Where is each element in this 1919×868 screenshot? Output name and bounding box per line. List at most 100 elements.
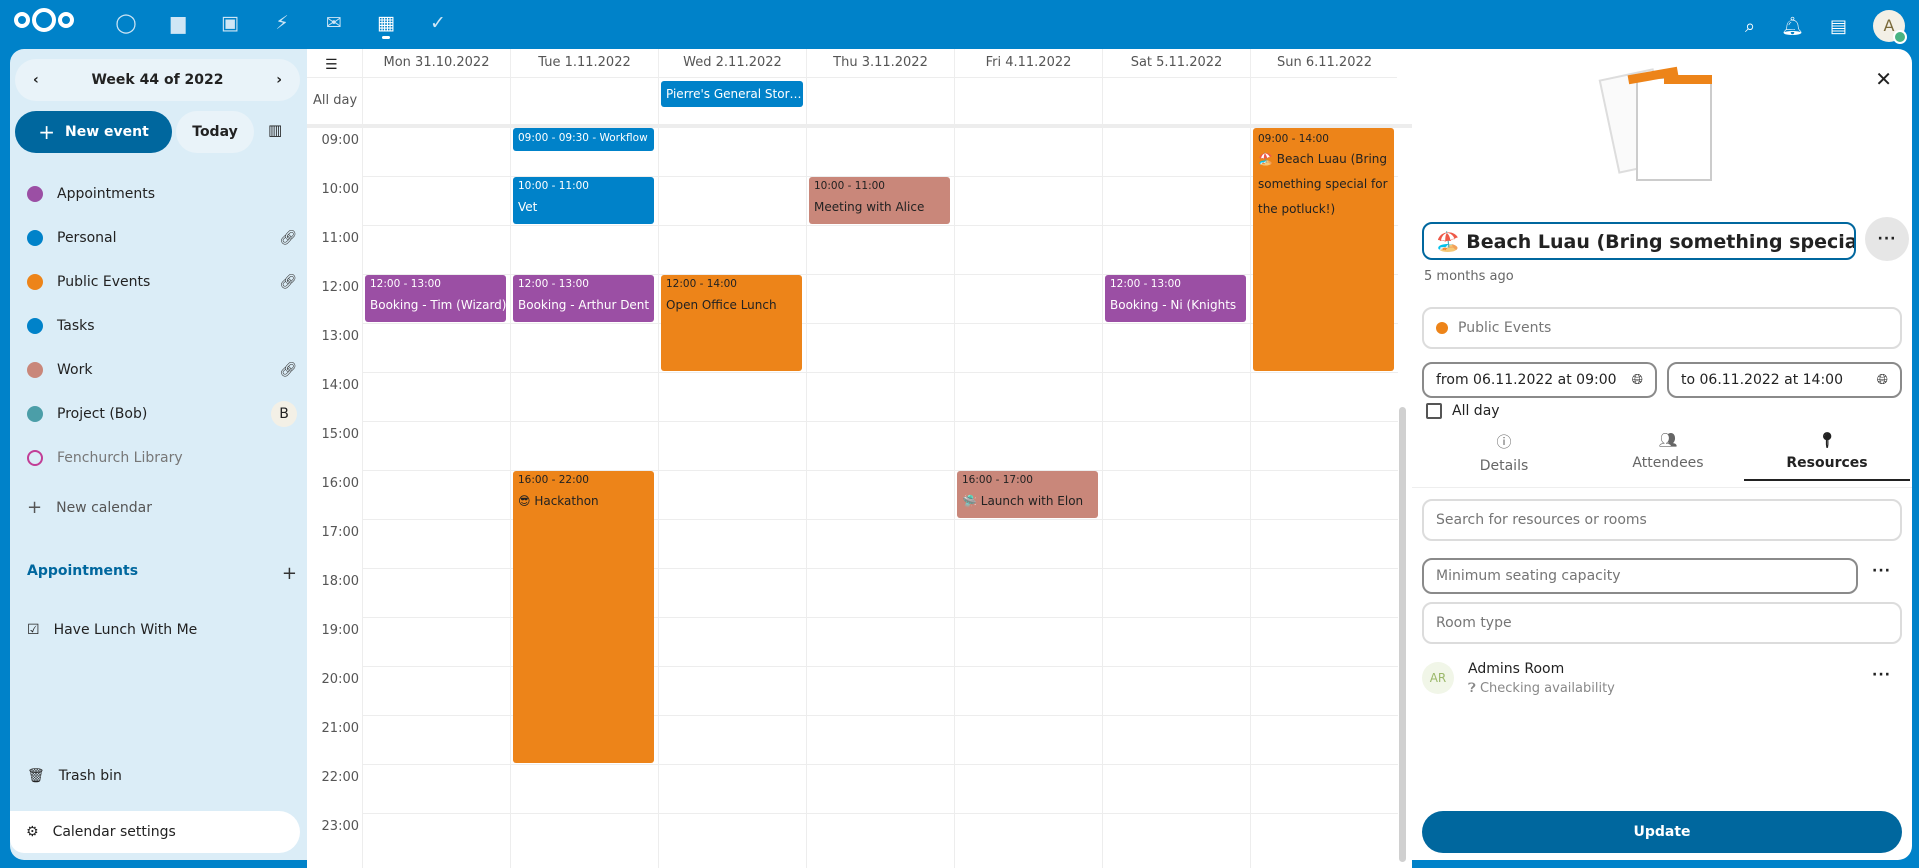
share-link-icon[interactable]: 🔗︎ [279, 274, 297, 290]
hour-label: 17:00 [321, 525, 359, 540]
nextcloud-logo[interactable] [14, 8, 74, 32]
event-title: 😎 Hackathon [518, 494, 599, 508]
calendar-item[interactable]: Personal 🔗︎ [27, 223, 297, 253]
today-button[interactable]: Today [176, 111, 254, 153]
calendar-event[interactable]: 09:00 - 09:30 - Workflow [513, 128, 654, 151]
calendar-event[interactable]: 12:00 - 13:00 Booking - Ni (Knights [1105, 275, 1246, 322]
hour-label: 21:00 [321, 721, 359, 736]
calendar-settings-button[interactable]: ⚙ Calendar settings [10, 811, 300, 853]
calendar-item[interactable]: Fenchurch Library [27, 443, 297, 473]
update-button[interactable]: Update [1422, 811, 1902, 853]
resource-search-input[interactable] [1422, 499, 1902, 541]
appointment-item[interactable]: ☑ Have Lunch With Me [27, 622, 197, 638]
share-link-icon[interactable]: 🔗︎ [279, 362, 297, 378]
calendar-event[interactable]: 12:00 - 13:00 Booking - Arthur Dent [513, 275, 654, 322]
appointments-header: Appointments [27, 563, 139, 579]
globe-icon[interactable]: 🌐︎ [1631, 372, 1643, 388]
event-title: Booking - Arthur Dent [518, 298, 650, 312]
calendar-item[interactable]: Project (Bob) B [27, 399, 297, 429]
hour-line [362, 715, 1398, 716]
scrollbar[interactable] [1399, 407, 1406, 862]
calendar-color-dot [27, 362, 43, 378]
capacity-input[interactable] [1422, 558, 1858, 594]
calendar-event[interactable]: 16:00 - 22:00 😎 Hackathon [513, 471, 654, 763]
share-link-icon[interactable]: 🔗︎ [279, 230, 297, 246]
calendar-item[interactable]: Work 🔗︎ [27, 355, 297, 385]
dashboard-icon[interactable]: ◯ [115, 12, 137, 34]
start-date-input[interactable]: from 06.11.2022 at 09:00 🌐︎ [1422, 362, 1657, 398]
day-header[interactable]: Tue 1.11.2022 [510, 49, 658, 77]
people-icon: 👥︎ [1658, 431, 1678, 449]
tab-attendees[interactable]: 👥︎ Attendees [1586, 431, 1750, 471]
day-column-divider [954, 77, 955, 868]
photos-icon[interactable]: ▣ [221, 12, 239, 34]
calendar-event[interactable]: 16:00 - 17:00 🛸 Launch with Elon [957, 471, 1098, 518]
new-event-button[interactable]: + New event [15, 111, 172, 153]
day-header[interactable]: Wed 2.11.2022 [658, 49, 806, 77]
calendar-item[interactable]: Tasks [27, 311, 297, 341]
day-header[interactable]: Sun 6.11.2022 [1250, 49, 1398, 77]
calendar-name: Appointments [57, 186, 156, 202]
checkbox-box[interactable] [1426, 403, 1442, 419]
help-icon: ❓︎ [1468, 681, 1480, 696]
event-time: 09:00 - 14:00 [1258, 133, 1329, 145]
calendar-picker[interactable]: Public Events [1422, 307, 1902, 349]
add-appointment-icon[interactable]: + [281, 563, 297, 584]
view-switcher-icon[interactable]: ▥ [268, 121, 283, 139]
notifications-icon[interactable]: 🔔︎ [1781, 15, 1804, 37]
files-icon[interactable]: ▆ [170, 12, 186, 34]
avatar[interactable]: A [1873, 10, 1907, 44]
mail-icon[interactable]: ✉ [326, 12, 342, 34]
contacts-icon[interactable]: ▤ [1829, 15, 1847, 37]
info-icon: ⓘ [1496, 433, 1512, 451]
calendar-icon[interactable]: ▦ [360, 12, 412, 39]
next-week-button[interactable]: › [276, 72, 282, 88]
more-actions-button[interactable]: ··· [1865, 217, 1909, 261]
hour-line [362, 617, 1398, 618]
activity-icon[interactable]: ⚡ [275, 12, 289, 34]
hour-label: 20:00 [321, 672, 359, 687]
hour-label: 18:00 [321, 574, 359, 589]
app-menu: ◯ ▆ ▣ ⚡ ✉ ▦ ✓ [100, 12, 464, 39]
calendar-name: Public Events [1458, 320, 1552, 336]
all-day-event[interactable]: Pierre's General Stor… [661, 81, 803, 107]
new-calendar-button[interactable]: + New calendar [27, 497, 152, 518]
week-label: Week 44 of 2022 [91, 72, 224, 88]
collapse-sidebar-icon[interactable]: ☰ [325, 57, 338, 73]
calendar-event[interactable]: 10:00 - 11:00 Vet [513, 177, 654, 224]
day-column-divider [362, 77, 363, 868]
resource-actions-button[interactable]: ··· [1872, 667, 1891, 683]
end-date-input[interactable]: to 06.11.2022 at 14:00 🌐︎ [1667, 362, 1902, 398]
hour-label: 12:00 [321, 280, 359, 295]
previous-week-button[interactable]: ‹ [33, 72, 39, 88]
search-icon[interactable]: ⌕ [1745, 15, 1756, 37]
hour-line [362, 225, 1398, 226]
calendar-event[interactable]: 12:00 - 14:00 Open Office Lunch [661, 275, 802, 371]
calendar-item[interactable]: Public Events 🔗︎ [27, 267, 297, 297]
day-header[interactable]: Sat 5.11.2022 [1102, 49, 1250, 77]
calendar-event[interactable]: 09:00 - 14:00 🏖️ Beach Luau (Bring someth… [1253, 128, 1394, 371]
tab-resources[interactable]: 📍︎ Resources [1744, 431, 1910, 481]
calendar-color-dot [27, 230, 43, 246]
event-title-input[interactable]: 🏖️ Beach Luau (Bring something special f… [1422, 222, 1856, 260]
hour-line [362, 323, 1398, 324]
all-day-checkbox[interactable]: All day [1426, 403, 1500, 419]
day-header[interactable]: Fri 4.11.2022 [954, 49, 1102, 77]
tasks-icon[interactable]: ✓ [430, 12, 446, 34]
calendar-item[interactable]: Appointments [27, 179, 297, 209]
tab-details[interactable]: ⓘ Details [1422, 431, 1586, 474]
empty-content-illustration [1598, 59, 1728, 189]
hour-line [362, 274, 1398, 275]
room-type-input[interactable] [1422, 602, 1902, 644]
new-calendar-label: New calendar [56, 499, 152, 516]
appointment-label: Have Lunch With Me [53, 622, 198, 638]
close-icon[interactable]: ✕ [1875, 67, 1892, 91]
day-header[interactable]: Thu 3.11.2022 [806, 49, 954, 77]
calendar-event[interactable]: 12:00 - 13:00 Booking - Tim (Wizard) [365, 275, 506, 322]
day-header[interactable]: Mon 31.10.2022 [362, 49, 510, 77]
calendar-event[interactable]: 10:00 - 11:00 Meeting with Alice [809, 177, 950, 224]
more-options-button[interactable]: ··· [1872, 563, 1891, 579]
event-title: 🏖️ Beach Luau (Bring something special f… [1258, 152, 1388, 216]
globe-icon[interactable]: 🌐︎ [1876, 372, 1888, 388]
trash-bin-button[interactable]: 🗑︎ Trash bin [27, 768, 122, 784]
